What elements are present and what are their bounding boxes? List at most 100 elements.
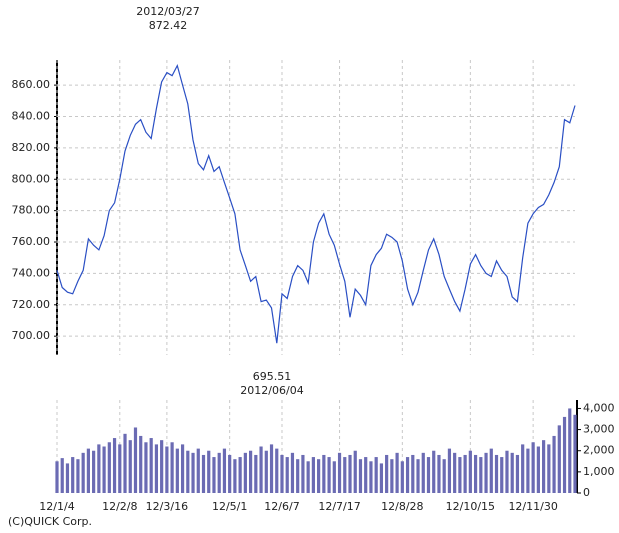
volume-bar <box>322 454 326 493</box>
volume-bar <box>562 416 567 493</box>
volume-bar <box>432 450 436 493</box>
volume-bar <box>489 448 493 493</box>
x-tick-label: 12/7/17 <box>318 500 360 513</box>
volume-bar <box>107 442 111 493</box>
volume-bar <box>515 454 520 493</box>
volume-bar <box>332 461 336 493</box>
y2-tick-label: 4,000 <box>583 401 615 414</box>
volume-bar <box>364 457 368 493</box>
volume-bar <box>97 444 101 493</box>
volume-bar <box>369 461 373 493</box>
volume-bar <box>55 461 59 493</box>
volume-bar <box>259 446 263 493</box>
volume-bar <box>290 452 295 493</box>
y-tick-label: 780.00 <box>12 204 51 217</box>
volume-bar <box>416 459 420 493</box>
volume-bar <box>296 459 300 493</box>
volume-bar <box>212 457 216 493</box>
volume-bar <box>468 450 472 493</box>
x-tick-label: 12/2/8 <box>102 500 137 513</box>
volume-bar <box>160 440 164 493</box>
volume-bar <box>405 457 410 493</box>
volume-bar <box>568 408 572 493</box>
copyright: (C)QUICK Corp. <box>8 515 92 528</box>
volume-bar <box>217 452 221 493</box>
volume-bar <box>254 454 258 493</box>
high-value: 872.42 <box>149 19 188 32</box>
low-date: 2012/06/04 <box>240 384 303 397</box>
volume-bar <box>327 457 331 493</box>
volume-bar <box>275 448 279 493</box>
volume-bar <box>411 454 415 493</box>
low-value: 695.51 <box>253 370 292 383</box>
x-tick-label: 12/10/15 <box>446 500 495 513</box>
y-tick-label: 840.00 <box>12 109 51 122</box>
volume-bar <box>547 444 551 493</box>
volume-bar <box>343 457 347 493</box>
volume-bar <box>421 452 425 493</box>
volume-bar <box>526 448 530 493</box>
volume-bar <box>531 442 535 493</box>
volume-bar <box>484 452 488 493</box>
volume-bar <box>112 438 117 493</box>
volume-bar <box>71 457 75 493</box>
plot: 700.00 720.00 740.00 760.00 780.00 800.00 820.… <box>12 60 615 513</box>
volume-bar <box>395 452 399 493</box>
volume-bar <box>348 454 352 493</box>
y-tick-label: 800.00 <box>12 172 51 185</box>
volume-bar <box>186 450 190 493</box>
volume-bar <box>463 454 467 493</box>
volume-bar <box>557 425 561 493</box>
volume-bar <box>358 459 363 493</box>
volume-bar <box>133 427 138 493</box>
x-tick-label: 12/5/1 <box>212 500 247 513</box>
y2-tick-label: 3,000 <box>583 423 615 436</box>
volume-bar <box>552 435 556 493</box>
volume-bar <box>521 444 525 493</box>
volume-bar <box>248 450 253 493</box>
volume-bar <box>123 433 127 493</box>
volume-bar <box>311 457 315 493</box>
volume-bar <box>139 435 143 493</box>
volume-bar <box>374 457 378 493</box>
volume-bar <box>426 457 431 493</box>
volume-bar <box>453 452 457 493</box>
volume-bar <box>144 442 148 493</box>
x-tick-label: 12/8/28 <box>381 500 423 513</box>
y2-tick-label: 1,000 <box>583 465 615 478</box>
volume-bar <box>536 446 540 493</box>
volume-bar <box>542 440 546 493</box>
volume-bar <box>165 446 169 493</box>
x-tick-label: 12/6/7 <box>264 500 299 513</box>
volume-bar <box>222 448 227 493</box>
y2-tick-label: 0 <box>583 486 590 499</box>
volume-bar <box>505 450 509 493</box>
volume-bar <box>458 457 462 493</box>
volume-bar <box>510 452 514 493</box>
volume-bar <box>390 459 394 493</box>
y-tick-label: 720.00 <box>12 298 51 311</box>
volume-bar <box>175 448 179 493</box>
high-date: 2012/03/27 <box>136 5 199 18</box>
volume-bar <box>317 459 321 493</box>
volume-bar <box>269 444 274 493</box>
volume-bar <box>379 463 384 493</box>
volume-bar <box>353 450 357 493</box>
x-tick-label: 12/11/30 <box>508 500 557 513</box>
volume-bar <box>191 452 195 493</box>
volume-bar <box>280 454 284 493</box>
volume-bar <box>92 450 96 493</box>
volume-bar <box>437 454 441 493</box>
x-tick-label: 12/1/4 <box>39 500 74 513</box>
volume-bar <box>81 452 85 493</box>
volume-bar <box>128 440 132 493</box>
y2-tick-label: 2,000 <box>583 444 615 457</box>
volume-bar <box>228 454 232 493</box>
volume-bar <box>65 463 70 493</box>
y-tick-label: 760.00 <box>12 235 51 248</box>
y-tick-label: 740.00 <box>12 266 51 279</box>
y-tick-label: 820.00 <box>12 141 51 154</box>
volume-bar <box>201 454 206 493</box>
volume-bar <box>60 458 64 493</box>
